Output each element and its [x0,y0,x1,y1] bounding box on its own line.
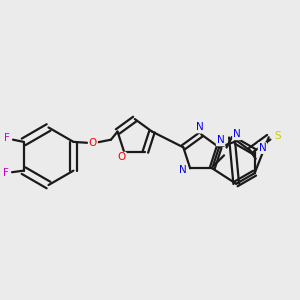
Text: F: F [4,133,10,143]
Text: N: N [196,122,203,133]
Text: N: N [259,143,266,153]
Text: F: F [4,168,9,178]
Text: O: O [118,152,126,163]
Text: N: N [233,129,241,140]
Text: S: S [274,131,281,141]
Text: O: O [89,138,97,148]
Text: N: N [179,165,187,175]
Text: N: N [217,135,224,146]
